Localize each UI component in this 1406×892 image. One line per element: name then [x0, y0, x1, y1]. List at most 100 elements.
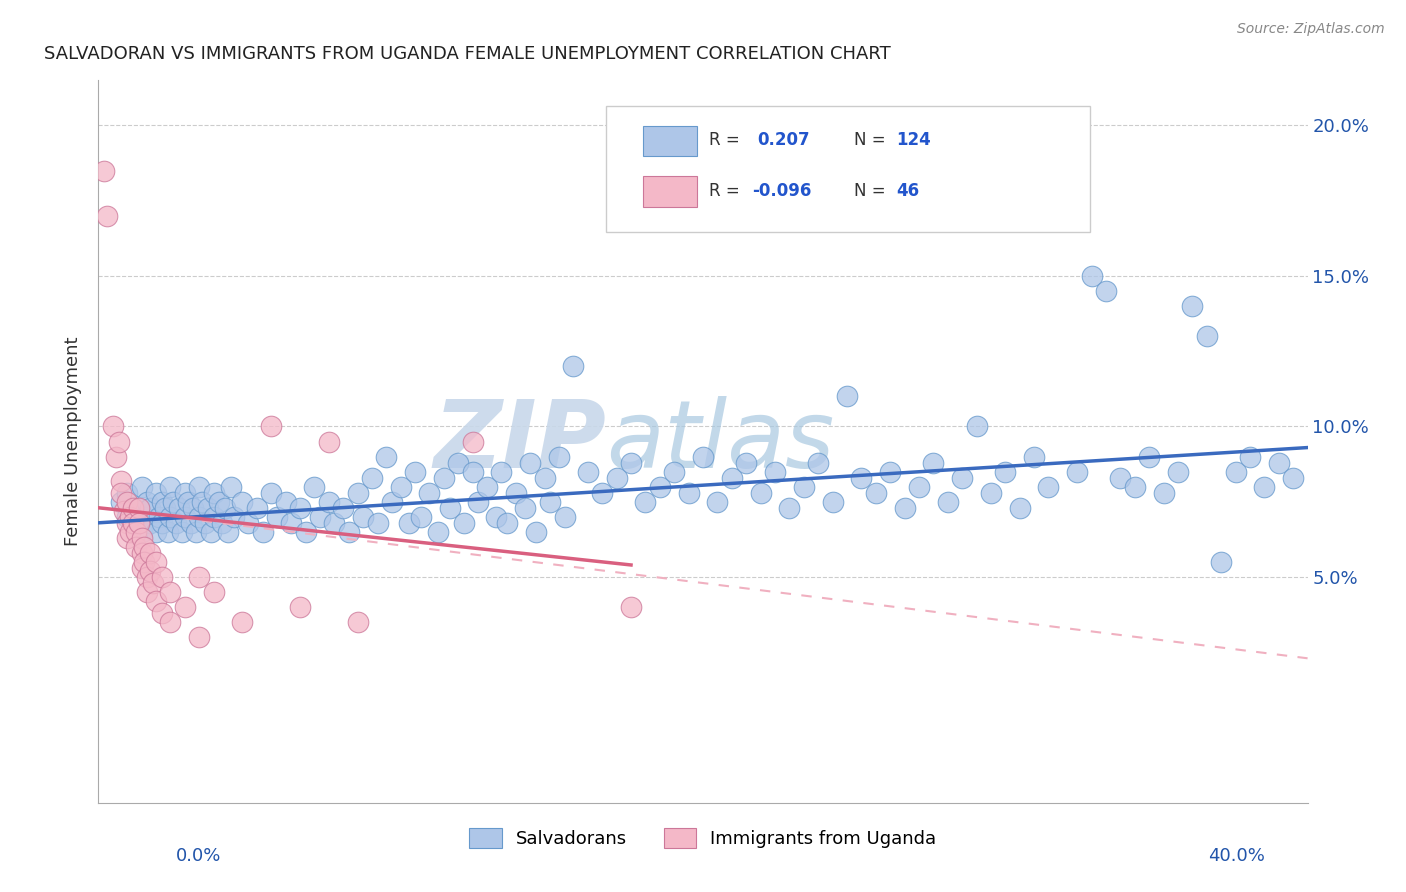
Point	[538, 494, 561, 508]
Text: N =: N =	[855, 182, 886, 200]
Point	[418, 485, 440, 500]
Point	[908, 480, 931, 494]
Point	[274, 494, 297, 508]
FancyBboxPatch shape	[606, 105, 1090, 232]
Point	[128, 500, 150, 515]
Point	[467, 494, 489, 508]
Text: N =: N =	[855, 130, 886, 149]
Point	[131, 480, 153, 494]
Point	[865, 485, 887, 500]
Point	[104, 450, 127, 464]
Point	[222, 509, 245, 524]
Point	[332, 500, 354, 515]
Point	[231, 615, 253, 630]
Text: R =: R =	[709, 130, 740, 149]
Point	[122, 516, 145, 530]
Point	[214, 500, 236, 515]
Point	[236, 516, 259, 530]
Point	[131, 546, 153, 560]
Point	[107, 434, 129, 449]
Point	[246, 500, 269, 515]
Point	[735, 456, 758, 470]
Point	[142, 576, 165, 591]
Point	[778, 500, 800, 515]
Text: Source: ZipAtlas.com: Source: ZipAtlas.com	[1237, 22, 1385, 37]
Point	[1066, 465, 1088, 479]
Point	[404, 465, 426, 479]
Point	[1211, 555, 1233, 569]
Point	[131, 561, 153, 575]
Point	[139, 546, 162, 560]
Point	[475, 480, 498, 494]
Point	[96, 209, 118, 223]
FancyBboxPatch shape	[643, 177, 697, 207]
Point	[120, 524, 142, 539]
Point	[167, 500, 190, 515]
Point	[427, 524, 450, 539]
Point	[159, 585, 181, 599]
Point	[453, 516, 475, 530]
Point	[352, 509, 374, 524]
Point	[1008, 500, 1031, 515]
Point	[150, 516, 173, 530]
Point	[162, 494, 184, 508]
Point	[125, 524, 148, 539]
Point	[280, 516, 302, 530]
Point	[461, 465, 484, 479]
Point	[1153, 485, 1175, 500]
Point	[304, 480, 326, 494]
Point	[183, 500, 205, 515]
Point	[496, 516, 519, 530]
Point	[1167, 465, 1189, 479]
Point	[131, 524, 153, 539]
Point	[664, 465, 686, 479]
Point	[110, 494, 132, 508]
Text: ZIP: ZIP	[433, 395, 606, 488]
Point	[170, 524, 193, 539]
Point	[150, 494, 173, 508]
Point	[648, 480, 671, 494]
Point	[156, 524, 179, 539]
Point	[1268, 456, 1291, 470]
Point	[165, 516, 187, 530]
Point	[159, 615, 181, 630]
Point	[1123, 480, 1146, 494]
Legend: Salvadorans, Immigrants from Uganda: Salvadorans, Immigrants from Uganda	[470, 828, 936, 848]
Point	[173, 509, 195, 524]
Point	[145, 524, 167, 539]
Point	[1181, 299, 1204, 313]
Point	[136, 570, 159, 584]
Point	[1095, 284, 1118, 298]
Point	[202, 485, 225, 500]
Point	[1195, 329, 1218, 343]
Point	[950, 470, 973, 484]
Point	[1282, 470, 1305, 484]
Point	[409, 509, 432, 524]
Point	[115, 531, 138, 545]
Point	[1080, 268, 1102, 283]
Point	[145, 555, 167, 569]
Point	[318, 494, 340, 508]
Text: 40.0%: 40.0%	[1209, 847, 1265, 865]
Point	[620, 456, 643, 470]
Point	[173, 485, 195, 500]
Point	[120, 509, 142, 524]
Point	[294, 524, 316, 539]
Point	[122, 516, 145, 530]
Point	[1137, 450, 1160, 464]
Point	[461, 434, 484, 449]
Point	[346, 615, 368, 630]
Point	[115, 516, 138, 530]
Point	[134, 555, 156, 569]
Point	[381, 494, 404, 508]
Point	[101, 419, 124, 434]
Point	[186, 524, 208, 539]
Text: 0.207: 0.207	[758, 130, 810, 149]
Point	[548, 450, 571, 464]
Point	[720, 470, 742, 484]
Point	[191, 494, 214, 508]
Point	[994, 465, 1017, 479]
Point	[1253, 480, 1275, 494]
Point	[188, 630, 211, 644]
Text: 0.0%: 0.0%	[176, 847, 221, 865]
